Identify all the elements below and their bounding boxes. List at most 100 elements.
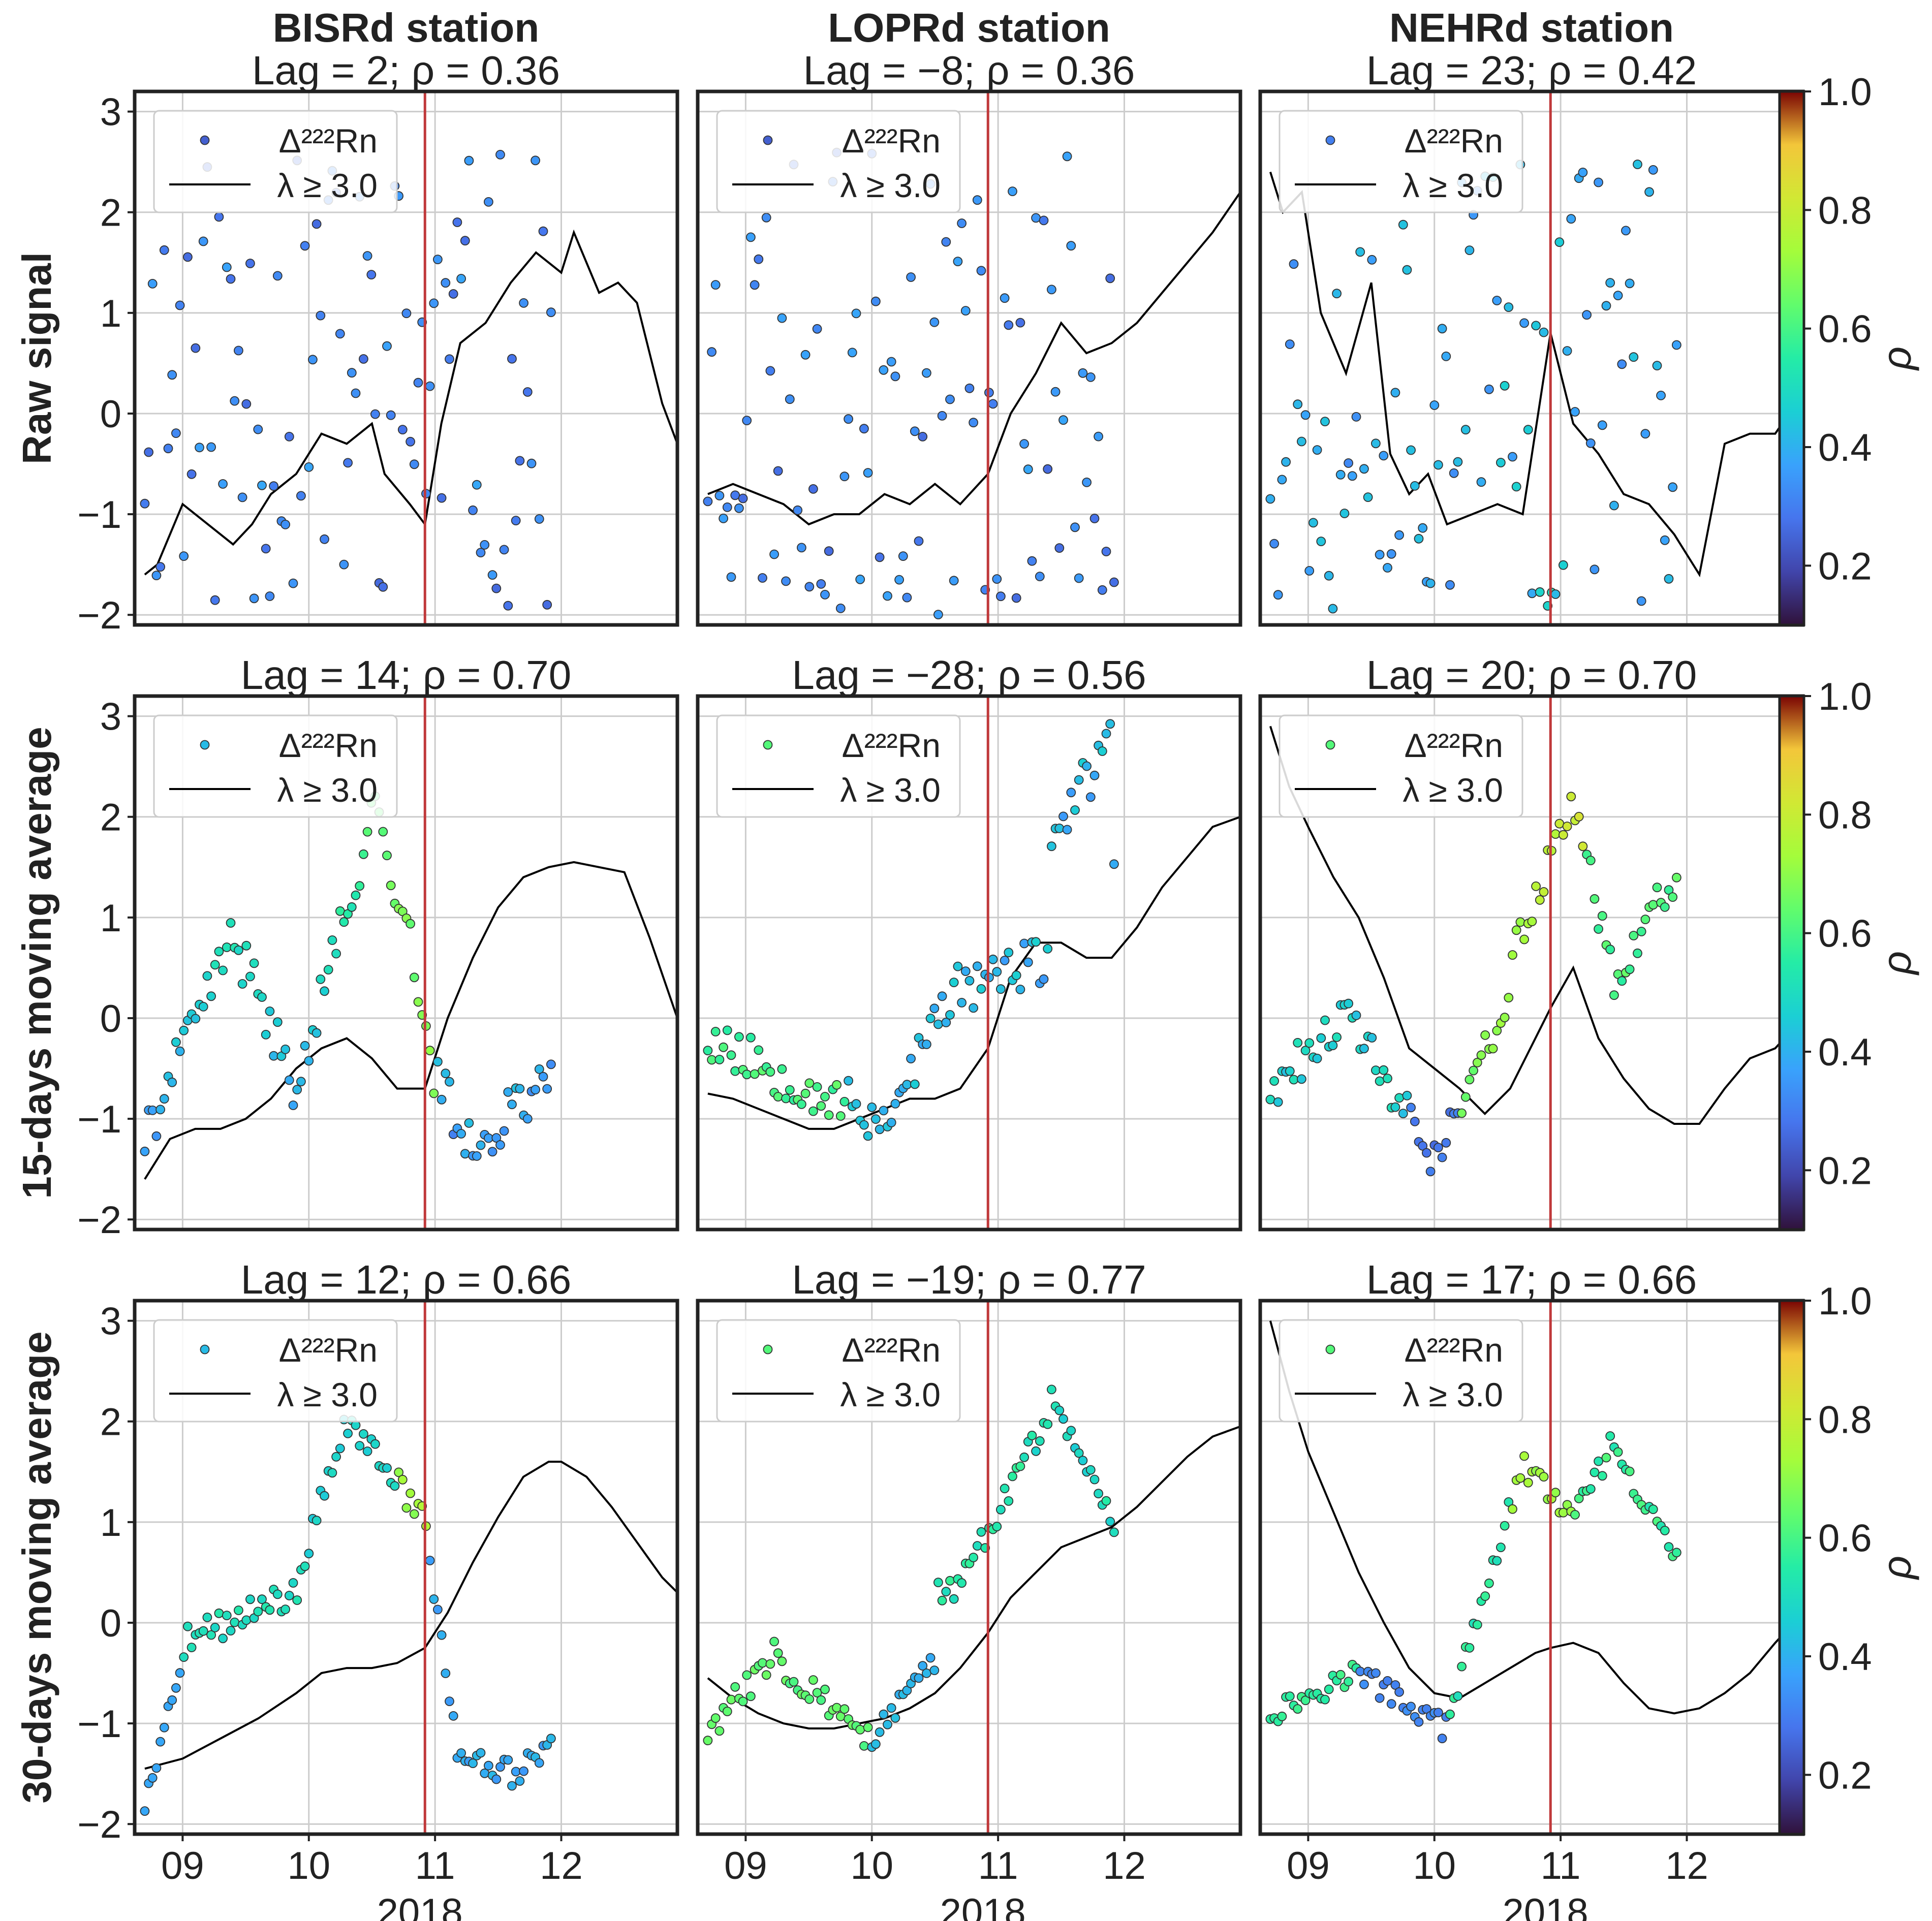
radon-point xyxy=(1609,500,1619,511)
radon-point xyxy=(1425,578,1436,588)
y-tick-label: −2 xyxy=(77,594,121,637)
radon-point xyxy=(707,347,716,357)
radon-point xyxy=(1640,915,1650,924)
radon-point xyxy=(835,1111,846,1121)
radon-point xyxy=(1043,1419,1053,1429)
radon-point xyxy=(437,1094,447,1105)
radon-point xyxy=(167,1695,177,1705)
radon-point xyxy=(257,992,267,1002)
radon-point xyxy=(1527,588,1537,599)
radon-point xyxy=(1558,830,1568,840)
radon-point xyxy=(233,345,243,356)
radon-point xyxy=(1043,464,1053,474)
x-tick-label: 11 xyxy=(415,1844,455,1887)
radon-point xyxy=(1312,445,1322,455)
radon-point xyxy=(988,399,998,409)
radon-point xyxy=(464,155,474,166)
radon-point xyxy=(710,1027,721,1036)
legend-marker xyxy=(763,740,773,750)
signal-line xyxy=(144,861,677,1180)
radon-point xyxy=(820,590,830,600)
radon-point xyxy=(284,1075,294,1085)
radon-point xyxy=(1437,324,1447,334)
radon-point xyxy=(503,601,513,611)
radon-point xyxy=(335,329,345,339)
colorbar-tick-label: 1.0 xyxy=(1818,1280,1872,1323)
radon-point xyxy=(437,1630,447,1640)
panel-bisrd-1: Lag = 14; ρ = 0.70 −2 −1 0 1 2 3 Δ²²²Rn λ ≥ 3.0 xyxy=(77,652,679,1242)
radon-point xyxy=(1082,478,1092,487)
radon-point xyxy=(140,1146,150,1156)
radon-point xyxy=(311,219,322,229)
radon-point xyxy=(1519,1451,1530,1461)
radon-point xyxy=(1050,387,1061,397)
radon-point xyxy=(1289,259,1299,269)
x-year-label: 2018 xyxy=(377,1891,463,1921)
plot-frame xyxy=(133,1299,679,1836)
radon-point xyxy=(925,1653,936,1663)
legend-label-radon: Δ²²²Rn xyxy=(842,1331,941,1369)
radon-point xyxy=(1601,1453,1611,1463)
radon-point xyxy=(1500,1521,1510,1531)
radon-point xyxy=(480,540,490,550)
radon-point xyxy=(366,270,377,279)
radon-point xyxy=(937,411,947,421)
radon-point xyxy=(1265,494,1275,504)
radon-point xyxy=(339,917,349,927)
radon-point xyxy=(1566,792,1576,802)
radon-point xyxy=(222,942,232,952)
radon-point xyxy=(972,195,982,205)
radon-point xyxy=(785,1085,795,1095)
radon-point xyxy=(1590,564,1600,575)
radon-point xyxy=(413,377,423,388)
y-tick-label: 1 xyxy=(100,1501,121,1545)
colorbar-gradient xyxy=(1778,90,1805,626)
radon-point xyxy=(1015,1461,1025,1471)
radon-point xyxy=(468,505,478,515)
radon-point xyxy=(886,1117,896,1127)
radon-point xyxy=(515,1776,525,1786)
radon-point xyxy=(1320,1015,1330,1025)
radon-point xyxy=(1625,1466,1635,1476)
x-tick-label: 10 xyxy=(850,1844,893,1887)
radon-point xyxy=(546,307,556,318)
radon-point xyxy=(941,1018,951,1027)
radon-point xyxy=(222,262,232,272)
radon-point xyxy=(1023,464,1033,475)
radon-point xyxy=(726,1050,736,1060)
signal-line xyxy=(707,1425,1240,1729)
signal-line xyxy=(144,229,677,576)
legend-marker xyxy=(200,1344,210,1355)
radon-point xyxy=(1402,1090,1412,1100)
radon-point xyxy=(1460,1092,1471,1102)
radon-point xyxy=(546,1059,556,1069)
radon-point xyxy=(734,1032,744,1042)
radon-point xyxy=(1300,410,1311,420)
radon-point xyxy=(546,1734,556,1744)
radon-point xyxy=(890,1713,900,1723)
radon-point xyxy=(323,965,333,974)
radon-point xyxy=(182,252,193,262)
radon-point xyxy=(230,1617,240,1627)
radon-point xyxy=(1105,273,1115,284)
radon-point xyxy=(182,1621,193,1631)
radon-point xyxy=(844,1076,853,1086)
radon-point xyxy=(719,514,728,523)
radon-point xyxy=(1070,522,1080,532)
radon-point xyxy=(976,984,986,994)
panel-title: Lag = −8; ρ = 0.36 xyxy=(803,48,1135,93)
legend-box xyxy=(1279,1319,1523,1423)
radon-point xyxy=(1390,388,1400,398)
legend-label-radon: Δ²²²Rn xyxy=(842,727,941,764)
radon-point xyxy=(812,1688,822,1698)
radon-point xyxy=(871,296,881,306)
radon-point xyxy=(1004,948,1014,958)
radon-point xyxy=(875,552,885,562)
radon-point xyxy=(1664,1542,1674,1552)
radon-point xyxy=(1344,1677,1354,1687)
radon-point xyxy=(140,498,150,509)
radon-point xyxy=(433,1604,443,1615)
radon-point xyxy=(1472,1620,1482,1630)
radon-point xyxy=(316,974,326,984)
radon-point xyxy=(1504,302,1514,312)
